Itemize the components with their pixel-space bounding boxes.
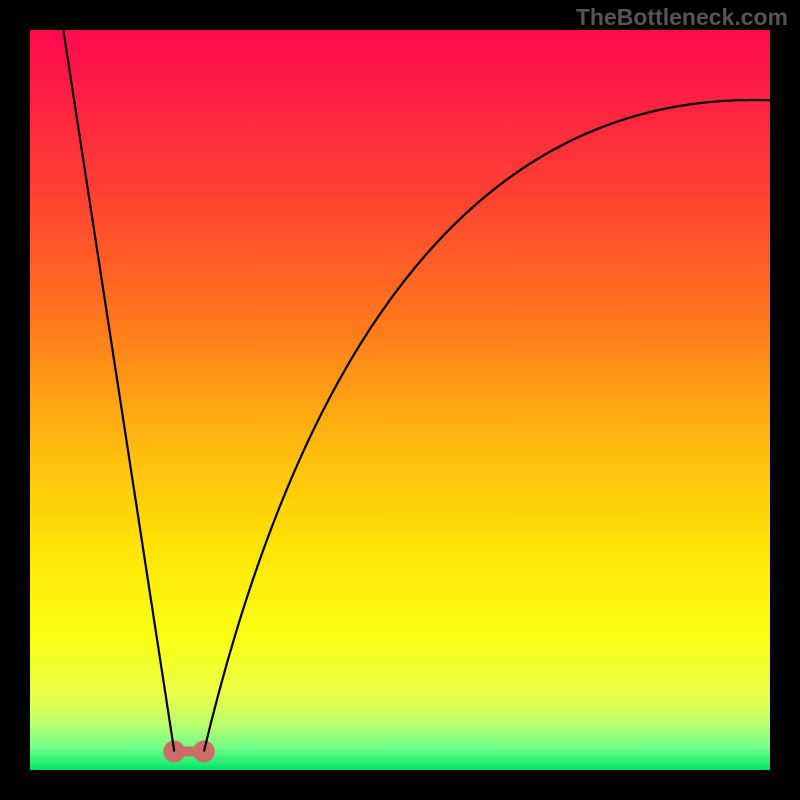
watermark-text: TheBottleneck.com [576,4,788,31]
chart-svg [0,0,800,800]
chart-container: TheBottleneck.com [0,0,800,800]
plot-background [30,30,770,770]
